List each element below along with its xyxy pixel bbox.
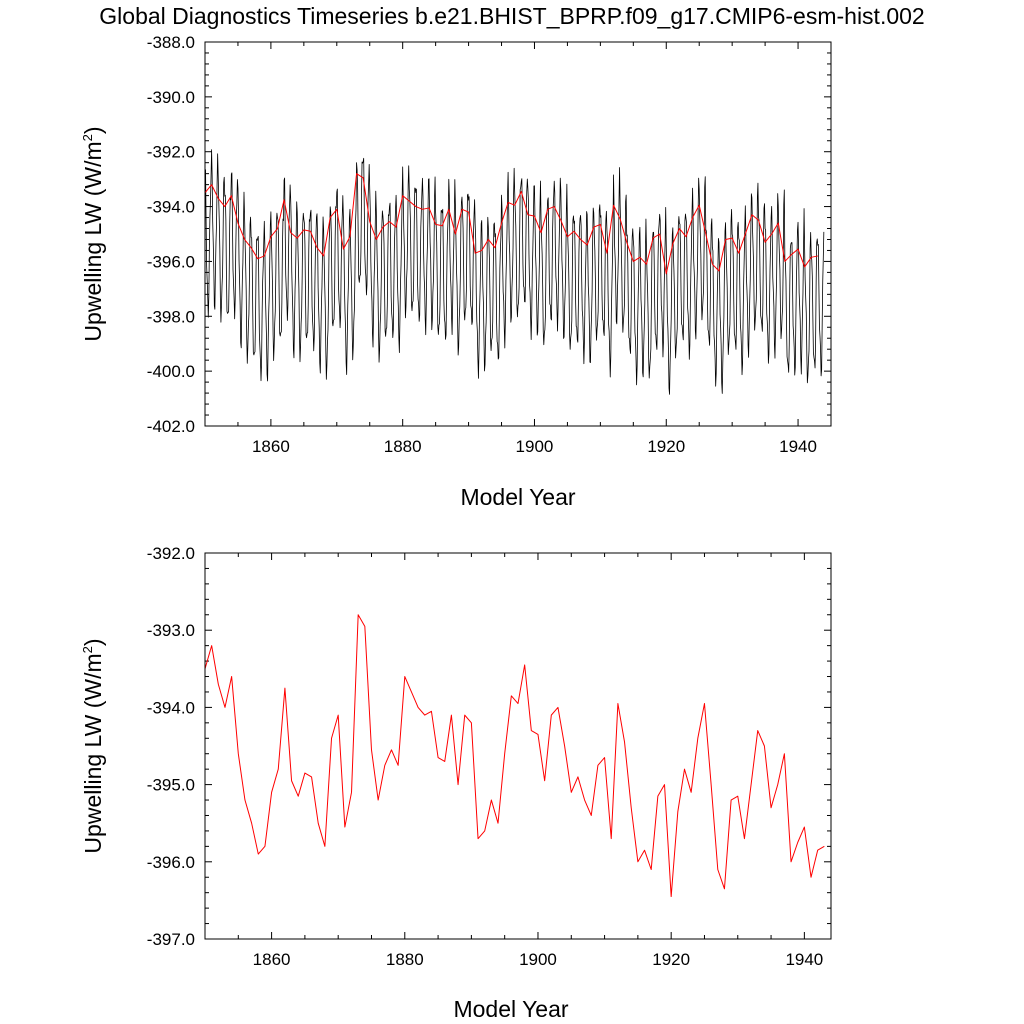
bottom-xtick-label: 1860 (253, 950, 291, 969)
bottom-ytick-label: -397.0 (147, 930, 195, 949)
bottom-series-annual-line (205, 614, 825, 898)
top-chart-ylabel-close: ) (80, 126, 106, 134)
bottom-chart-frame (204, 552, 832, 940)
bottom-chart-ylabel-sup: 2 (80, 646, 95, 653)
bottom-chart-ticks (204, 552, 831, 940)
top-chart-panel: 1860 1880 1900 1920 1940 -388.0 -390.0 -392.0 -3… (80, 33, 832, 510)
top-ytick-label: -402.0 (147, 417, 195, 436)
bottom-ytick-label: -395.0 (147, 776, 195, 795)
bottom-chart-ylabel-close: ) (80, 638, 106, 646)
bottom-chart-panel: 1860 1880 1900 1920 1940 -392.0 -393.0 -394.0 -3… (80, 544, 832, 1022)
bottom-ytick-label: -392.0 (147, 544, 195, 563)
top-ytick-label: -388.0 (147, 33, 195, 52)
top-ytick-label: -396.0 (147, 252, 195, 271)
bottom-xtick-label: 1920 (652, 950, 690, 969)
top-xtick-label: 1880 (384, 437, 422, 456)
top-ytick-label: -394.0 (147, 198, 195, 217)
top-ytick-label: -398.0 (147, 307, 195, 326)
figure-title: Global Diagnostics Timeseries b.e21.BHIS… (99, 3, 924, 29)
top-series-monthly-line (205, 149, 825, 395)
bottom-xtick-label: 1940 (785, 950, 823, 969)
bottom-chart-tick-labels: 1860 1880 1900 1920 1940 -392.0 -393.0 -394.0 -3… (147, 544, 823, 969)
top-chart-frame (204, 41, 832, 427)
top-series-annual-line (205, 173, 818, 275)
bottom-chart-xlabel: Model Year (453, 996, 568, 1022)
bottom-chart-ylabel-main: Upwelling LW (W/m (80, 653, 106, 853)
bottom-ytick-label: -394.0 (147, 698, 195, 717)
top-chart-ylabel-main: Upwelling LW (W/m (80, 141, 106, 341)
top-chart-tick-labels: 1860 1880 1900 1920 1940 -388.0 -390.0 -392.0 -3… (147, 33, 817, 456)
top-xtick-label: 1860 (252, 437, 290, 456)
top-chart-ylabel-sup: 2 (80, 134, 95, 141)
top-chart-xlabel: Model Year (460, 484, 575, 510)
top-chart-series (205, 149, 825, 395)
top-ytick-label: -400.0 (147, 362, 195, 381)
top-xtick-label: 1920 (647, 437, 685, 456)
top-chart-ylabel: Upwelling LW (W/m2) (80, 126, 106, 341)
bottom-ytick-label: -393.0 (147, 621, 195, 640)
top-ytick-label: -392.0 (147, 143, 195, 162)
top-chart-ticks (204, 41, 832, 427)
bottom-xtick-label: 1880 (386, 950, 424, 969)
bottom-chart-series (205, 614, 825, 898)
top-xtick-label: 1940 (779, 437, 817, 456)
bottom-ytick-label: -396.0 (147, 853, 195, 872)
top-ytick-label: -390.0 (147, 88, 195, 107)
bottom-xtick-label: 1900 (519, 950, 557, 969)
top-xtick-label: 1900 (516, 437, 554, 456)
bottom-chart-ylabel: Upwelling LW (W/m2) (80, 638, 106, 853)
